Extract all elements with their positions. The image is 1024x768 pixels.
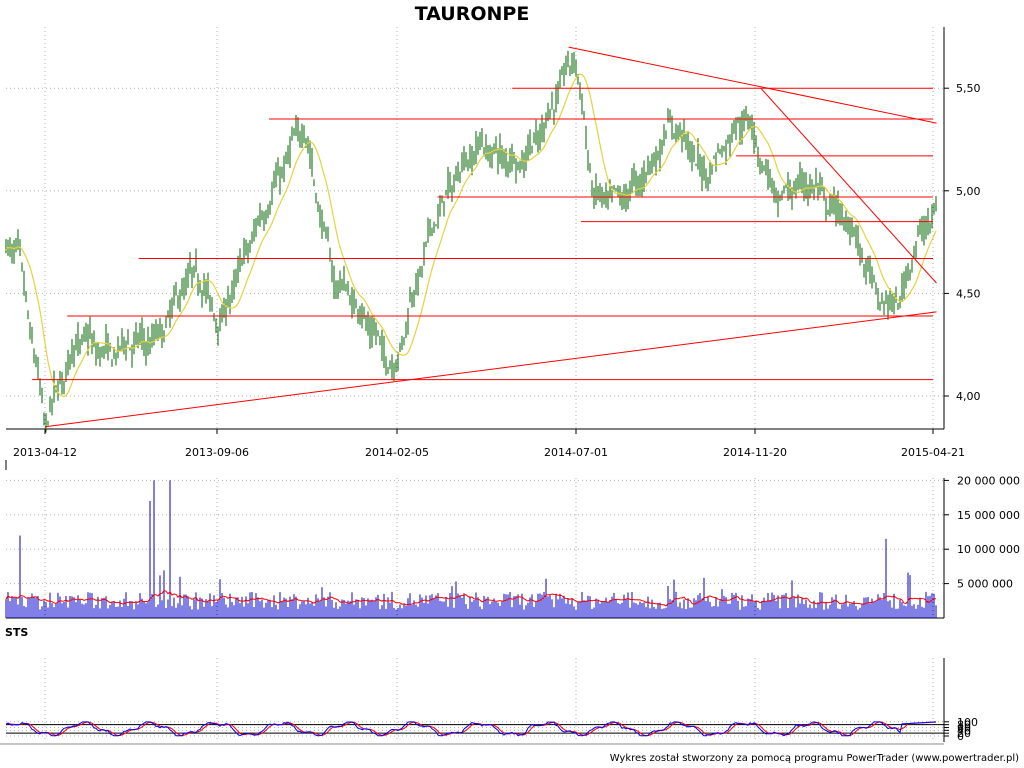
sts-tick-label: 80 [957, 719, 971, 732]
price-tick-label: 4,00 [956, 390, 981, 403]
volume-tick-label: 20 000 000 [957, 474, 1020, 487]
volume-tick-label: 15 000 000 [957, 509, 1020, 522]
sts-tick-label: 20 [957, 727, 971, 740]
trend-line [568, 46, 937, 124]
x-tick-label: 2013-04-12 [13, 446, 77, 459]
volume-tick-label: 5 000 000 [957, 578, 1013, 591]
volume-average-line [5, 589, 936, 607]
volume-tick-label: 10 000 000 [957, 543, 1020, 556]
sts-tick-label: 0 [957, 730, 964, 743]
trend-lines [44, 46, 937, 428]
tick-labels: 2013-04-12 2013-09-06 2014-02-05 2014-07-01… [13, 82, 1020, 743]
sts-d-line [5, 721, 937, 737]
trend-line [760, 87, 937, 284]
sts-tick-label: 60 [957, 721, 971, 734]
level-lines [32, 87, 933, 381]
sts-label: STS [5, 626, 28, 639]
price-candles [5, 50, 937, 433]
price-tick-label: 4,50 [956, 287, 981, 300]
sts-tick-label: 40 [957, 724, 971, 737]
grid-lines [6, 27, 944, 742]
price-tick-label: 5,50 [956, 82, 981, 95]
footer-credit: Wykres został stworzony za pomocą progra… [610, 753, 1019, 764]
moving-average-line [5, 73, 937, 398]
sts-k-line [5, 721, 937, 737]
sts-lines [5, 721, 944, 737]
x-tick-label: 2014-11-20 [723, 446, 787, 459]
trend-line [44, 311, 937, 428]
x-tick-label: 2014-07-01 [544, 446, 608, 459]
price-tick-label: 5,00 [956, 185, 981, 198]
x-tick-label: 2015-04-21 [901, 446, 965, 459]
chart-title: TAURONPE [415, 3, 530, 25]
volume-bars [5, 480, 937, 618]
x-tick-label: 2013-09-06 [185, 446, 249, 459]
x-tick-label: 2014-02-05 [365, 446, 429, 459]
sts-tick-label: 100 [957, 716, 978, 729]
